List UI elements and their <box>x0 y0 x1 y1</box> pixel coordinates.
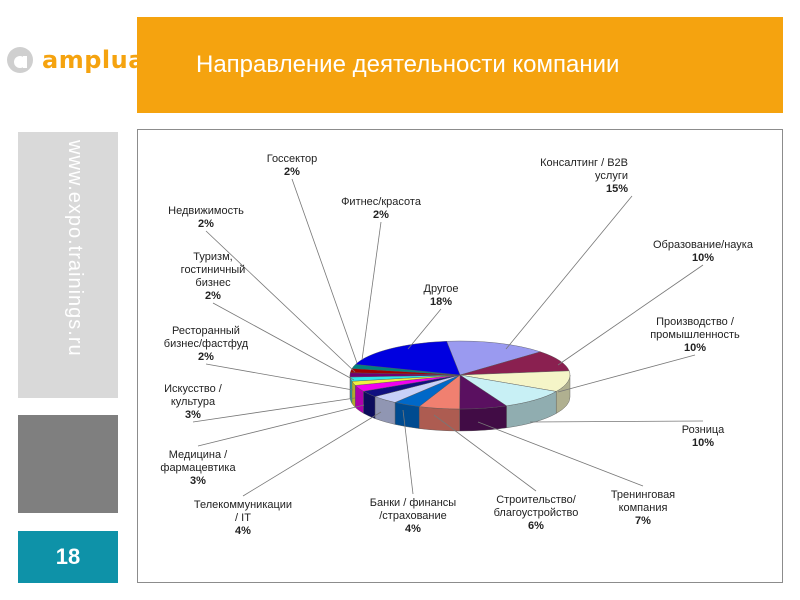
slice-label-14: Госсектор <box>267 153 318 165</box>
leader-line-7 <box>402 409 414 495</box>
slice-pct-3: 10% <box>684 342 706 354</box>
leader-line-5 <box>477 421 644 487</box>
slice-label-1: Консалтинг / B2B услуги <box>540 157 628 182</box>
leader-line-6 <box>433 414 537 492</box>
slice-pct-10: 3% <box>185 409 201 421</box>
slice-label-5: Тренинговая компания <box>611 489 675 514</box>
slide-number: 18 <box>55 544 81 569</box>
leader-line-16 <box>407 308 442 350</box>
site-url: www.expo.trainings.ru <box>64 140 86 357</box>
leader-line-13 <box>205 230 356 373</box>
leader-line-10 <box>192 397 356 423</box>
pie-slice-16 <box>355 341 461 376</box>
slice-label-4: Розница <box>682 424 725 436</box>
slice-pct-16: 18% <box>430 296 452 308</box>
slice-pct-11: 2% <box>198 351 214 363</box>
slice-pct-12: 2% <box>205 290 221 302</box>
company-logo: amplua <box>6 44 144 80</box>
slice-label-2: Образование/наука <box>653 239 754 251</box>
logo-mark-icon <box>7 47 33 73</box>
sidebar-url-panel: www.expo.trainings.ru <box>18 132 118 398</box>
page-title: Направление деятельности компании <box>196 51 620 78</box>
slice-label-3: Производство / промышленность <box>650 316 740 341</box>
slice-pct-9: 3% <box>190 475 206 487</box>
chart-frame: Консалтинг / B2B услуги 15% Образование/нау… <box>137 129 783 583</box>
slice-label-6: Строительство/благоустройство <box>494 494 579 519</box>
slice-label-15: Фитнес/красота <box>341 196 422 208</box>
slice-label-8: Телекоммуникации / IT <box>194 499 292 524</box>
leader-line-14 <box>291 178 358 364</box>
slice-label-13: Недвижимость <box>168 205 244 217</box>
slice-label-16: Другое <box>424 283 459 295</box>
slice-pct-14: 2% <box>284 166 300 178</box>
slice-label-9: Медицина / фармацевтика <box>160 449 236 474</box>
slice-pct-5: 7% <box>635 515 651 527</box>
leader-line-1 <box>505 195 633 350</box>
leader-line-11 <box>205 363 354 391</box>
slice-pct-7: 4% <box>405 523 421 535</box>
slice-label-12: Туризм, гостиничный бизнес <box>181 251 246 289</box>
slice-label-7: Банки / финансы/страхование <box>370 497 456 522</box>
leader-line-8 <box>242 411 382 497</box>
slice-pct-6: 6% <box>528 520 544 532</box>
logo-text: amplua <box>42 46 145 74</box>
slice-pct-15: 2% <box>373 209 389 221</box>
slice-pct-1: 15% <box>606 183 628 195</box>
header-banner: Направление деятельности компании <box>137 17 783 113</box>
slice-pct-8: 4% <box>235 525 251 537</box>
slice-pct-13: 2% <box>198 218 214 230</box>
sidebar-block <box>18 415 118 513</box>
leader-line-15 <box>361 221 382 361</box>
leader-line-12 <box>212 302 355 381</box>
slide-number-badge: 18 <box>18 531 118 583</box>
pie-side-5 <box>459 405 507 432</box>
slice-pct-2: 10% <box>692 252 714 264</box>
pie-side-7 <box>394 402 420 429</box>
leader-line-9 <box>197 404 365 447</box>
leader-line-3 <box>557 354 696 393</box>
leader-line-2 <box>557 264 704 366</box>
slice-pct-4: 10% <box>692 437 714 449</box>
slice-label-10: Искусство / культура <box>164 383 223 408</box>
slice-label-11: Ресторанный бизнес/фастфуд <box>164 325 249 350</box>
leader-line-4 <box>529 420 704 423</box>
